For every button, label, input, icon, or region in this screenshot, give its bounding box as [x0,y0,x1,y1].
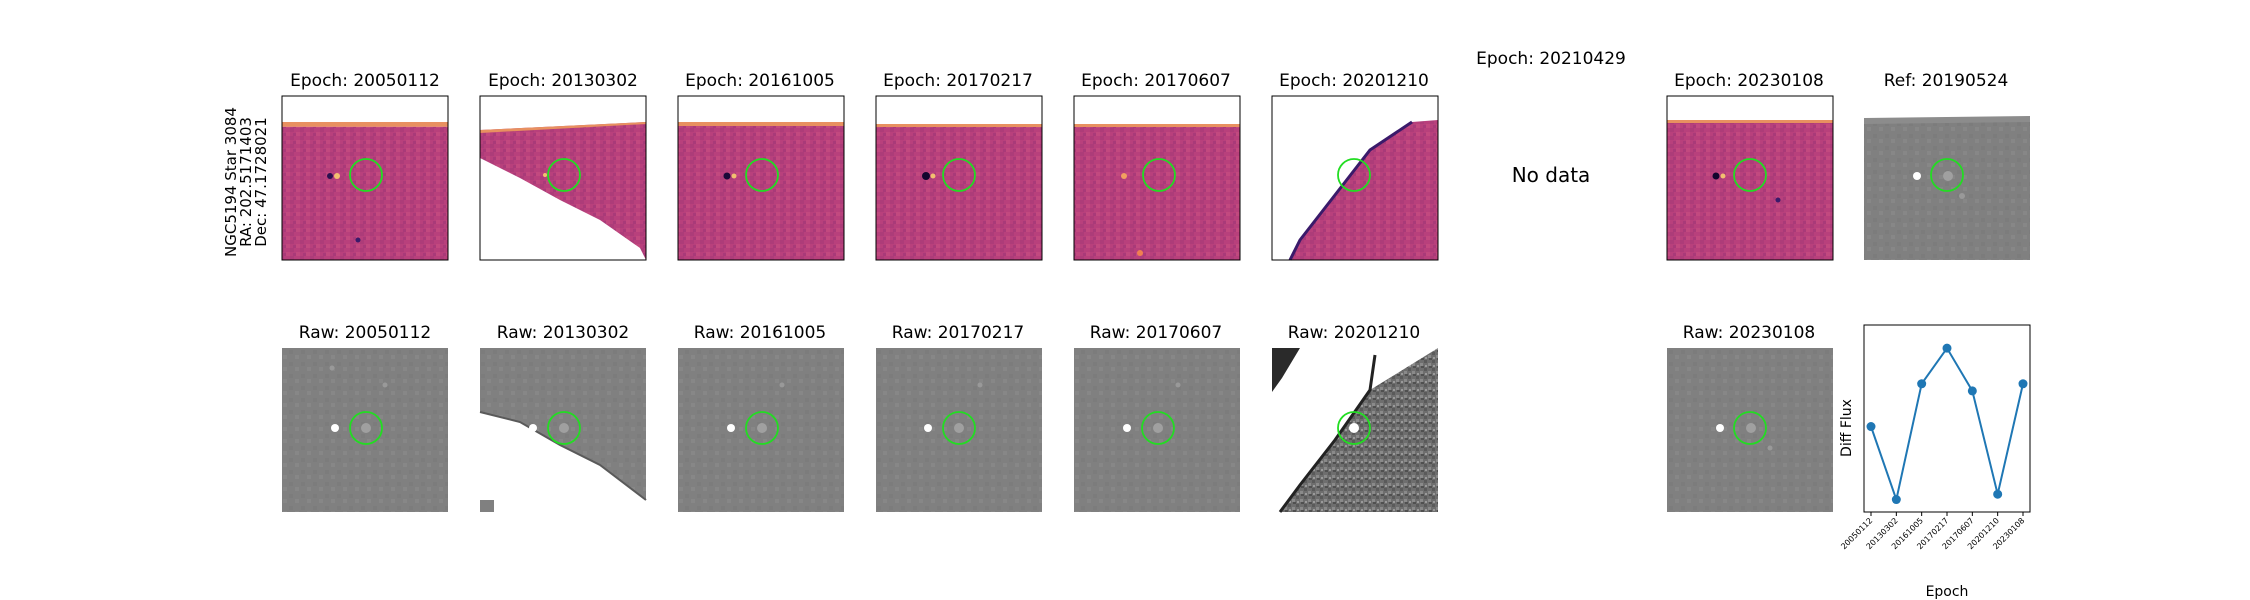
target-circle [349,158,383,192]
data-point [1942,343,1952,353]
target-circle [1141,411,1175,445]
object-dec: Dec: 47.1728021 [252,117,270,247]
diff-panel: Epoch: 20230108 [1666,71,1834,261]
panel-title: Epoch: 20170607 [1081,71,1231,91]
target-circle [349,411,383,445]
panel-title: Epoch: 20050112 [290,71,440,91]
diff-panel: Epoch: 20201210 [1271,71,1439,261]
panel-title: Raw: 20130302 [497,323,630,343]
panel-title: Raw: 20170217 [892,323,1025,343]
no-data-message: No data [1512,163,1591,187]
target-circle [1142,158,1176,192]
panel-title: Epoch: 20201210 [1279,71,1429,91]
data-point [1891,495,1901,505]
object-name: NGC5194 Star 3084 [222,107,240,257]
panel-title: Raw: 20230108 [1683,323,1816,343]
target-circle [942,411,976,445]
series-line [1870,346,2024,504]
panel-title: Epoch: 20210429 [1476,49,1626,69]
target-circle [745,158,779,192]
data-point [1917,379,1927,389]
panel-title: Epoch: 20230108 [1674,71,1824,91]
panel-title: Raw: 20050112 [299,323,432,343]
x-axis-label: Epoch [1926,584,1969,600]
raw-panel: Raw: 20201210 [1272,323,1438,513]
target-circle [1733,411,1767,445]
target-circle [1337,158,1371,192]
object-label: NGC5194 Star 3084 RA: 202.5171403 Dec: 4… [222,107,270,257]
raw-panel: Raw: 20170607 [1074,323,1240,512]
target-circle [745,411,779,445]
target-circle [1930,158,1964,192]
panel-title: Raw: 20161005 [694,323,827,343]
target-circle [942,158,976,192]
target-circle [1733,158,1767,192]
reference-panel: Ref: 20190524 [1864,71,2030,260]
data-point [2018,379,2028,389]
diff-panel: Epoch: 20170217 [875,71,1043,261]
panel-title: Raw: 20170607 [1090,323,1223,343]
diff-panel: Epoch: 20130302 [479,71,647,261]
panel-title: Epoch: 20130302 [488,71,638,91]
panel-title: Epoch: 20170217 [883,71,1033,91]
panel-title: Raw: 20201210 [1288,323,1421,343]
raw-panel: Raw: 20130302 [479,323,647,512]
data-point [1993,489,2003,499]
target-circle [547,158,581,192]
diff-panel: Epoch: 20161005 [677,71,845,261]
target-circle [1337,411,1371,445]
raw-panel: Raw: 20230108 [1667,323,1833,512]
raw-panel: Raw: 20170217 [876,323,1042,512]
diff-panel: Epoch: 20050112 [281,71,449,261]
target-circle [547,411,581,445]
raw-panel: Raw: 20161005 [678,323,844,512]
data-point [1967,386,1977,396]
light-curve-chart: Diff Flux Epoch 200501122013030220161005… [1839,324,2031,600]
raw-panel: Raw: 20050112 [282,323,448,512]
diff-panel: Epoch: 20170607 [1073,71,1241,261]
object-ra: RA: 202.5171403 [237,117,255,247]
panel-title: Epoch: 20161005 [685,71,835,91]
panel-title: Ref: 20190524 [1884,71,2009,91]
data-point [1866,422,1876,432]
y-axis-label: Diff Flux [1839,399,1855,457]
plot-frame [1863,324,2031,513]
nodata-panel: Epoch: 20210429 No data [1476,49,1626,187]
